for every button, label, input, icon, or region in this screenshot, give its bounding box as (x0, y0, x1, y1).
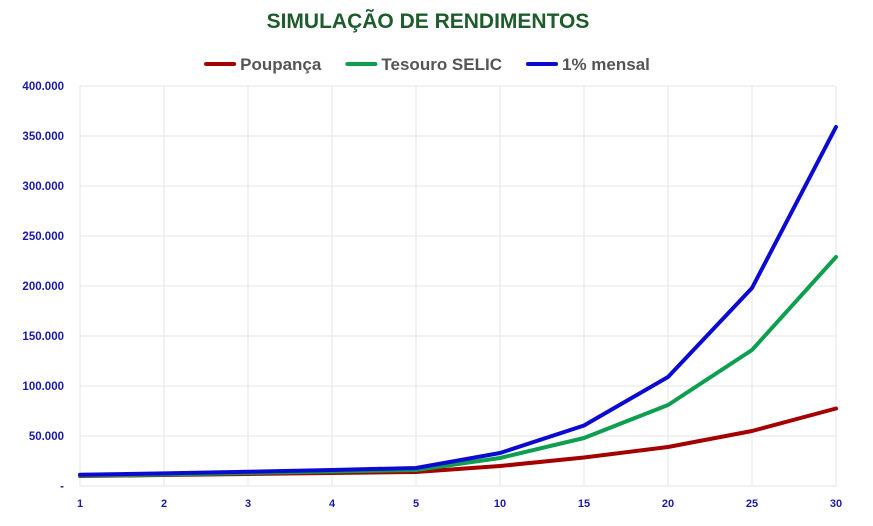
y-axis-ticks: - 50.000 100.000 150.000 200.000 250.000 300.0… (22, 81, 64, 493)
y-tick-label: 300.000 (22, 181, 64, 193)
y-tick-label: 150.000 (22, 331, 64, 343)
legend-label: Tesouro SELIC (381, 55, 502, 74)
legend: Poupança Tesouro SELIC 1% mensal (204, 55, 650, 74)
y-tick-label: 350.000 (22, 131, 64, 143)
x-tick-label: 5 (413, 498, 419, 510)
chart-title: SIMULAÇÃO DE RENDIMENTOS (267, 10, 590, 33)
legend-item-1: Tesouro SELIC (345, 55, 502, 74)
series-line-2 (78, 125, 838, 477)
x-tick-label: 3 (245, 498, 251, 510)
y-tick-label: 100.000 (22, 381, 64, 393)
x-tick-label: 1 (77, 498, 83, 510)
gridlines (79, 85, 837, 487)
x-tick-label: 30 (830, 498, 842, 510)
x-tick-label: 4 (329, 498, 336, 510)
legend-label: Poupança (240, 55, 322, 74)
series-lines (78, 125, 838, 478)
y-tick-label: 400.000 (22, 81, 64, 93)
series-line-1 (78, 255, 838, 478)
x-tick-label: 15 (578, 498, 590, 510)
x-axis-ticks: 1 2 3 4 5 10 15 20 25 30 (77, 498, 842, 510)
y-tick-label: - (60, 481, 64, 493)
y-tick-label: 200.000 (22, 281, 64, 293)
legend-item-0: Poupança (204, 55, 322, 74)
legend-label: 1% mensal (562, 55, 650, 74)
y-tick-label: 50.000 (29, 431, 64, 443)
x-tick-label: 20 (662, 498, 674, 510)
y-tick-label: 250.000 (22, 231, 64, 243)
x-tick-label: 25 (746, 498, 758, 510)
legend-item-2: 1% mensal (526, 55, 650, 74)
x-tick-label: 10 (494, 498, 506, 510)
x-tick-label: 2 (161, 498, 167, 510)
